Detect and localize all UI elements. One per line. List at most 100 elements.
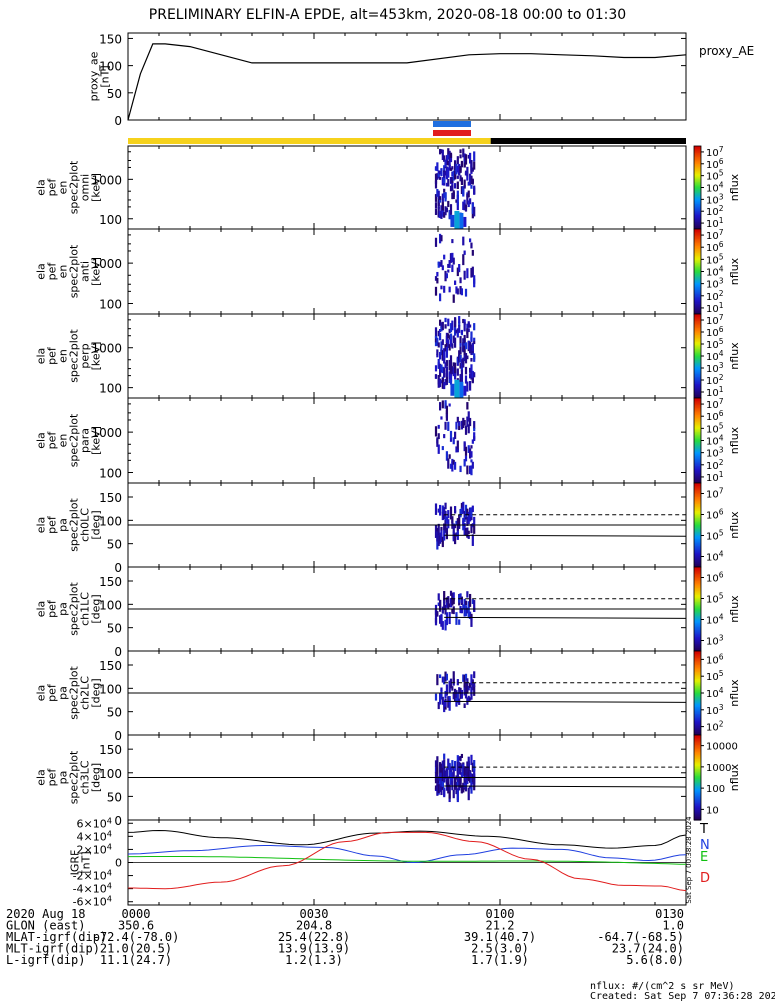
colorbar-cell (694, 295, 701, 298)
colorbar-cell (694, 406, 701, 409)
colorbar-cell (694, 461, 701, 464)
colorbar-cell (694, 693, 701, 695)
colorbar-cell (694, 360, 701, 363)
colorbar-cell (694, 635, 701, 638)
spectrogram-pixel (447, 343, 450, 348)
colorbar-cell (694, 609, 701, 611)
spectrogram-pixel (467, 601, 470, 607)
colorbar-label: nflux (728, 257, 741, 285)
spectrogram-pixel (440, 235, 443, 242)
colorbar-cell (694, 184, 701, 187)
colorbar (693, 397, 704, 484)
colorbar-tick-label: 106 (706, 240, 724, 254)
y-tick-label: 150 (99, 32, 122, 46)
colorbar-cell (694, 674, 701, 677)
colorbar-cell (694, 729, 701, 732)
spectrogram-pixel (473, 427, 476, 432)
spectrogram-pixel (453, 777, 457, 790)
spectrogram-pixel (458, 778, 461, 791)
colorbar-cell (694, 625, 701, 628)
spectrogram-pixel (466, 166, 469, 177)
y-tick-label: 0 (114, 729, 122, 743)
spectrogram-pixel (471, 534, 474, 546)
ylabel-line: ela (35, 769, 48, 786)
spectrogram-pixel (434, 327, 438, 338)
spectrogram-pixel (434, 525, 438, 538)
colorbar-cell (694, 335, 701, 337)
spectrogram-pixel (451, 320, 454, 331)
spectrogram-pixel (452, 606, 455, 615)
colorbar-cell (694, 690, 701, 693)
colorbar-cell (694, 440, 701, 443)
colorbar-cell (694, 261, 701, 264)
igrf-T-line (127, 829, 687, 849)
spectrogram-pixel (473, 671, 476, 679)
colorbar-cell (694, 402, 701, 405)
colorbar-cell (694, 468, 701, 471)
spectrogram-pixel (470, 465, 473, 476)
colorbar-cell (694, 474, 701, 477)
colorbar-label: nflux (728, 342, 741, 370)
colorbar-cell (694, 451, 701, 454)
spectrogram-pixel (456, 762, 459, 773)
spectrogram-pixel (470, 364, 473, 375)
colorbar-cell (694, 711, 701, 714)
spectrogram-pixel (463, 516, 466, 522)
spectrogram-pixel (452, 335, 455, 343)
spectrogram-pixel (443, 285, 446, 293)
ylabel-line: [deg] (90, 510, 103, 539)
ylabel-line: [deg] (90, 594, 103, 623)
colorbar-cell (694, 173, 701, 176)
colorbar-cell (694, 318, 701, 321)
spectrogram-pixel (447, 318, 450, 327)
spectrogram-pixel (449, 678, 453, 686)
colorbar-cell (694, 747, 701, 750)
y-tick-label: 100 (99, 60, 122, 74)
spectrogram-pixel (445, 342, 449, 348)
spectrogram-pixel (447, 510, 450, 519)
y-tick-label: 1000 (91, 426, 122, 440)
colorbar-cell (694, 672, 701, 674)
colorbar-cell (694, 330, 701, 333)
colorbar-cell (694, 213, 701, 216)
colorbar-cell (694, 305, 701, 308)
spectrogram-pixel (456, 190, 459, 199)
colorbar-cell (694, 253, 701, 256)
colorbar-cell (694, 550, 701, 553)
colorbar-tick-label: 101 (706, 216, 724, 230)
spectrogram-pixel (466, 381, 469, 392)
colorbar-cell (694, 458, 701, 461)
spectrogram-pixel (448, 158, 451, 167)
spectrogram-pixel (451, 184, 454, 191)
spectrogram-pixel (443, 601, 446, 611)
spectrogram-panel (127, 397, 687, 484)
spectrogram-pixel (473, 185, 476, 195)
spectrogram-pixel (437, 358, 440, 369)
spectrogram-pixel (438, 198, 442, 203)
colorbar-cell (694, 423, 701, 426)
colorbar-cell (694, 485, 701, 488)
spectrogram-pixel (456, 692, 459, 704)
spectrogram-pixel (464, 425, 468, 435)
igrf-D-line (128, 831, 687, 892)
colorbar-cell (694, 340, 701, 343)
colorbar-cell (694, 721, 701, 723)
colorbar-cell (694, 767, 701, 770)
spectrogram-pixel (458, 776, 461, 781)
spectrogram-pixel (438, 535, 442, 541)
spectrogram-pixel (463, 385, 467, 396)
spectrogram-pixel (473, 759, 476, 771)
colorbar-cell (694, 777, 701, 780)
colorbar-cell (694, 400, 701, 403)
y-tick-label: 100 (99, 598, 122, 612)
spectrogram-pixel (455, 286, 458, 294)
colorbar-cell (694, 460, 701, 463)
colorbar-cell (694, 284, 701, 287)
spectrogram-pixel (443, 759, 446, 770)
colorbar-cell (694, 288, 701, 291)
colorbar-cell (694, 351, 701, 354)
spectrogram-pixel (463, 270, 466, 280)
